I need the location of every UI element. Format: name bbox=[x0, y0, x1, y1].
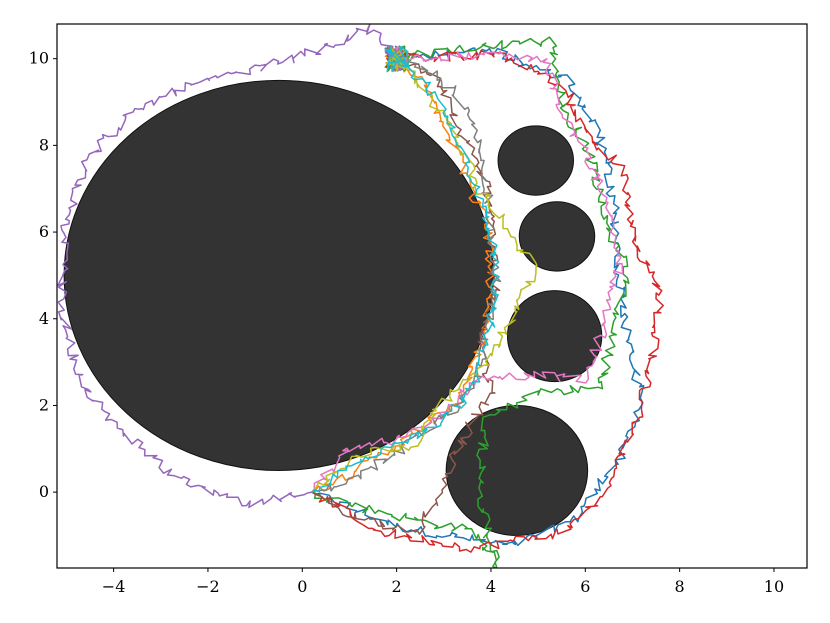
y-tick-label: 10 bbox=[29, 49, 49, 68]
x-axis: −4 −2 0 2 4 6 8 10 bbox=[102, 568, 784, 596]
series-line-10 bbox=[311, 45, 500, 493]
obstacle-2 bbox=[497, 125, 575, 196]
series-line-6 bbox=[311, 45, 501, 535]
y-tick-label: 8 bbox=[39, 135, 49, 154]
series-line-3 bbox=[311, 36, 630, 568]
series-line-8 bbox=[311, 46, 502, 493]
x-tick-label: 8 bbox=[675, 577, 685, 596]
x-tick-label: 4 bbox=[486, 577, 496, 596]
x-tick-label: 0 bbox=[297, 577, 307, 596]
y-axis: 0 2 4 6 8 10 bbox=[29, 49, 57, 501]
y-tick-label: 2 bbox=[39, 395, 49, 414]
series-group bbox=[57, 24, 664, 568]
series-line-4 bbox=[311, 47, 664, 553]
obstacles bbox=[63, 79, 603, 536]
series-line-5 bbox=[57, 24, 409, 509]
x-tick-label: −2 bbox=[196, 577, 220, 596]
plot-frame bbox=[56, 23, 808, 569]
y-tick-label: 6 bbox=[39, 222, 49, 241]
x-tick-label: 6 bbox=[580, 577, 590, 596]
obstacle-3 bbox=[518, 201, 596, 272]
series-line-9 bbox=[311, 46, 538, 493]
series-line-1 bbox=[311, 46, 645, 547]
series-line-7 bbox=[311, 45, 624, 493]
x-tick-label: 2 bbox=[392, 577, 402, 596]
y-tick-label: 4 bbox=[39, 309, 49, 328]
y-tick-label: 0 bbox=[39, 482, 49, 501]
obstacle-1 bbox=[63, 79, 494, 471]
x-tick-label: 10 bbox=[764, 577, 784, 596]
x-tick-label: −4 bbox=[102, 577, 126, 596]
